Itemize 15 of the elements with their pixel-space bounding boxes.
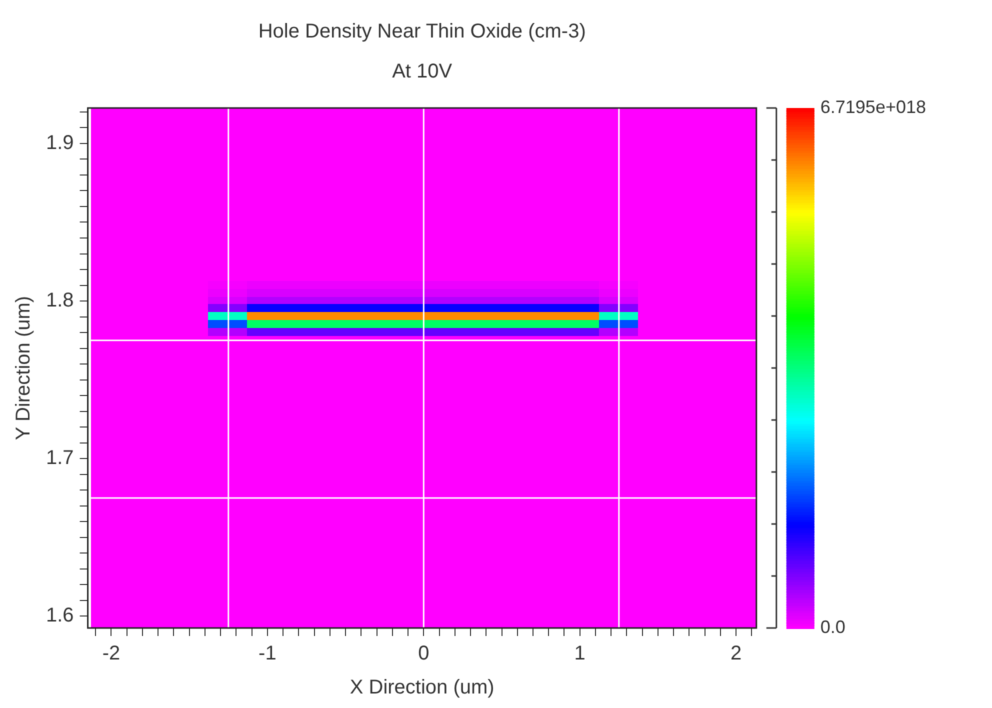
y-axis-title: Y Direction (um) bbox=[12, 296, 35, 440]
x-tick-label: 2 bbox=[730, 642, 742, 665]
x-tick-label: -1 bbox=[258, 642, 276, 665]
chart-subtitle: At 10V bbox=[392, 60, 453, 83]
chart-title: Hole Density Near Thin Oxide (cm-3) bbox=[258, 20, 586, 43]
y-tick-label: 1.7 bbox=[46, 447, 74, 470]
x-tick-label: 1 bbox=[574, 642, 586, 665]
x-tick-label: -2 bbox=[102, 642, 120, 665]
y-tick-label: 1.8 bbox=[46, 290, 74, 312]
color-bar-label: 6.7195e+018 bbox=[820, 96, 926, 117]
color-bar-label: 0.0 bbox=[820, 616, 846, 637]
x-tick-label: 0 bbox=[418, 642, 430, 665]
y-tick-label: 1.9 bbox=[46, 132, 74, 154]
x-axis-title: X Direction (um) bbox=[350, 676, 494, 699]
y-tick-label: 1.6 bbox=[46, 604, 74, 627]
